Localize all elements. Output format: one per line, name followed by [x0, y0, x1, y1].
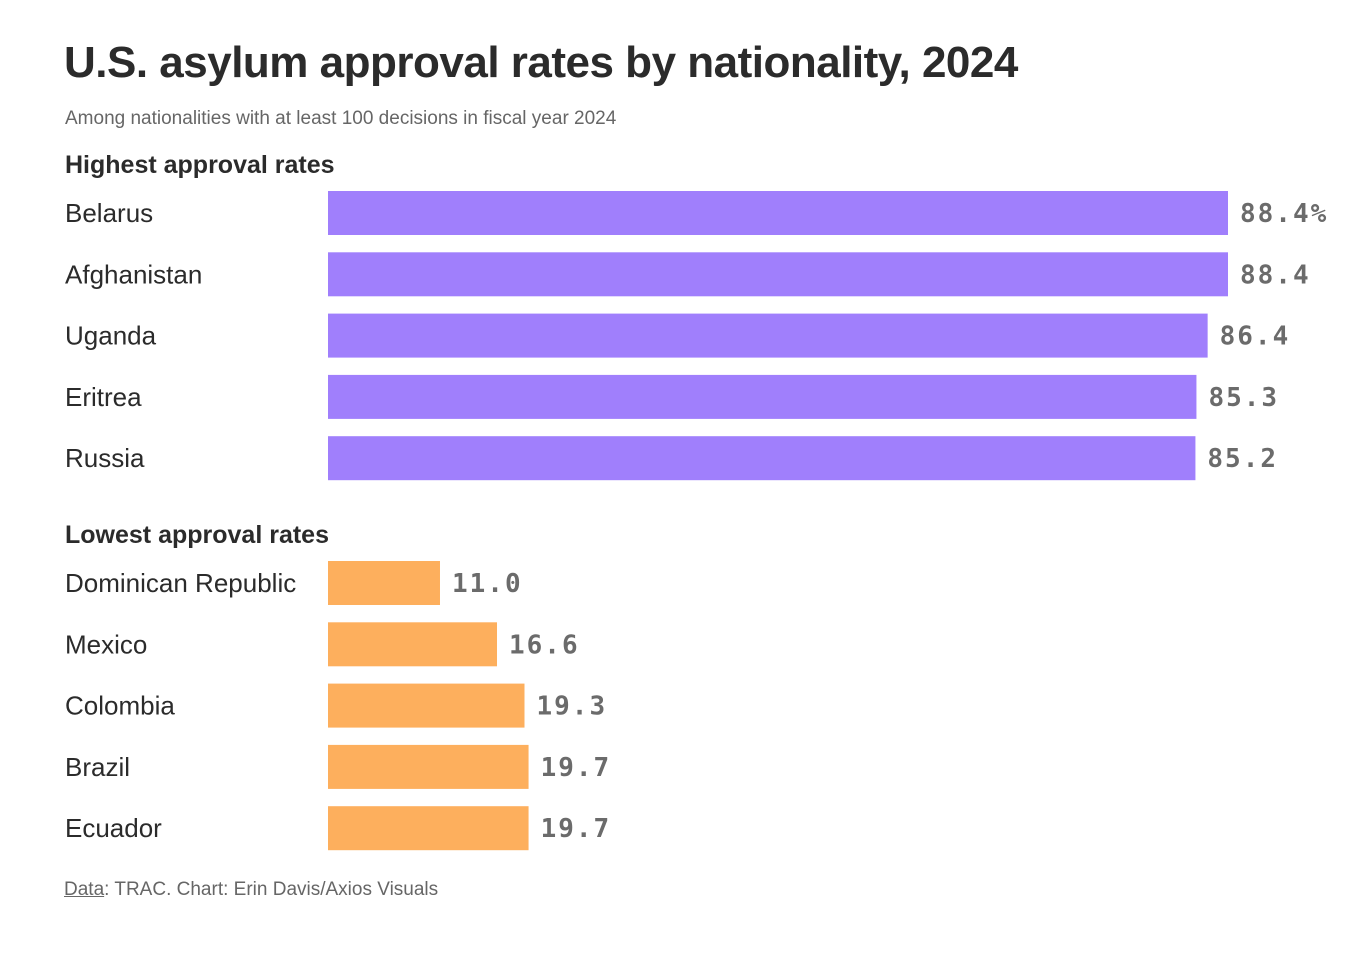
bar	[328, 313, 1208, 358]
category-label: Colombia	[65, 691, 175, 721]
bar	[328, 744, 529, 789]
value-label: 88.4	[1240, 260, 1311, 290]
value-label: 19.7	[541, 814, 612, 844]
category-label: Brazil	[65, 752, 130, 782]
bar	[328, 806, 529, 851]
bar	[328, 436, 1196, 481]
bar	[328, 252, 1228, 297]
category-label: Mexico	[65, 629, 147, 659]
bar	[328, 374, 1197, 419]
category-label: Afghanistan	[65, 259, 202, 289]
value-label: 86.4	[1220, 322, 1291, 352]
section-heading-highest: Highest approval rates	[65, 151, 335, 179]
chart-subtitle: Among nationalities with at least 100 de…	[65, 108, 617, 129]
value-label: 85.2	[1207, 444, 1278, 474]
source-credit: : TRAC. Chart: Erin Davis/Axios Visuals	[104, 879, 439, 900]
category-label: Uganda	[65, 321, 157, 351]
bar	[328, 622, 498, 667]
category-label: Ecuador	[65, 813, 162, 843]
chart-title: U.S. asylum approval rates by nationalit…	[64, 38, 1018, 87]
value-label: 11.0	[452, 569, 523, 599]
bar	[328, 191, 1228, 235]
category-label: Russia	[65, 443, 145, 473]
value-label: 88.4%	[1240, 199, 1328, 229]
category-label: Dominican Republic	[65, 568, 296, 598]
value-label: 19.7	[541, 753, 612, 783]
category-label: Eritrea	[65, 382, 142, 412]
bar	[328, 561, 440, 605]
value-label: 16.6	[509, 630, 580, 660]
data-source-link[interactable]: Data	[64, 879, 105, 900]
source-note: Data: TRAC. Chart: Erin Davis/Axios Visu…	[64, 879, 438, 901]
value-label: 19.3	[536, 692, 607, 722]
section-heading-lowest: Lowest approval rates	[65, 521, 329, 549]
bar	[328, 683, 525, 728]
value-label: 85.3	[1208, 383, 1279, 413]
category-label: Belarus	[65, 198, 153, 228]
